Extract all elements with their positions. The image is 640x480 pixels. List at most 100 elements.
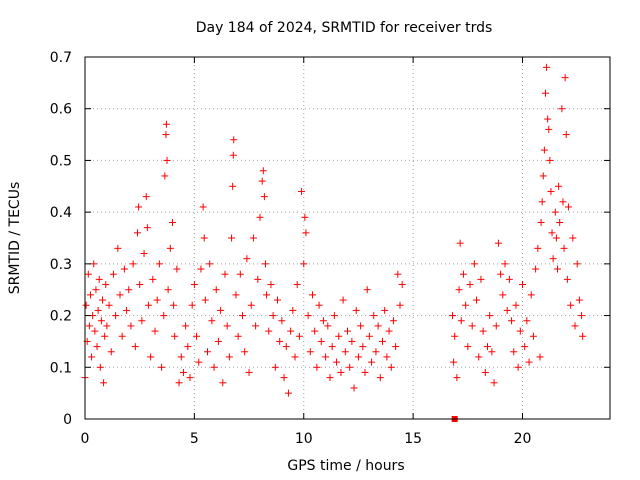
data-point-marker — [252, 322, 260, 330]
data-point-marker — [551, 208, 559, 216]
data-point-marker — [561, 74, 569, 82]
data-point-marker — [486, 312, 494, 320]
data-point-marker — [91, 327, 99, 335]
data-point-marker — [278, 317, 286, 325]
data-point-marker — [475, 353, 483, 361]
data-point-marker — [103, 322, 111, 330]
data-point-marker — [569, 234, 577, 242]
data-point-marker — [523, 317, 531, 325]
data-point-marker — [109, 270, 117, 278]
axis-ticks: 0 5 10 15 20 0 0.1 0.2 0.3 0.4 0.5 0.6 0.7 — [50, 50, 610, 447]
data-point-marker — [158, 363, 166, 371]
data-point-marker — [374, 322, 382, 330]
data-point-marker — [217, 306, 225, 314]
data-point-marker — [232, 291, 240, 299]
data-point-marker — [333, 358, 341, 366]
data-point-marker — [464, 343, 472, 351]
data-point-marker — [363, 286, 371, 294]
data-point-marker — [516, 327, 524, 335]
data-point-marker — [466, 281, 474, 289]
data-point-marker — [143, 224, 151, 232]
data-point-marker — [291, 353, 299, 361]
data-point-marker — [123, 306, 131, 314]
data-point-marker — [199, 203, 207, 211]
data-point-marker — [298, 187, 306, 195]
data-point-marker — [578, 312, 586, 320]
data-point-marker — [548, 229, 556, 237]
data-point-marker — [138, 317, 146, 325]
data-point-marker — [195, 358, 203, 366]
data-point-marker — [479, 327, 487, 335]
data-point-marker — [129, 260, 137, 268]
data-point-marker — [247, 301, 255, 309]
x-tick-label: 5 — [190, 431, 199, 447]
data-point-marker — [177, 353, 185, 361]
data-point-marker — [212, 286, 220, 294]
data-point-marker — [556, 218, 564, 226]
data-point-marker — [484, 343, 491, 351]
data-point-marker — [105, 301, 113, 309]
data-point-marker — [239, 312, 246, 320]
data-point-marker — [328, 343, 336, 351]
data-point-marker — [85, 322, 93, 330]
data-point-marker — [330, 312, 338, 320]
data-point-marker — [396, 301, 404, 309]
data-point-marker — [505, 275, 513, 283]
data-point-marker — [532, 265, 540, 273]
data-point-marker — [125, 286, 133, 294]
data-point-marker — [324, 322, 332, 330]
data-point-marker — [361, 368, 369, 376]
data-point-marker — [84, 270, 92, 278]
data-point-marker — [387, 363, 395, 371]
data-point-marker — [354, 353, 362, 361]
data-point-marker — [86, 291, 94, 299]
data-point-marker — [249, 234, 257, 242]
data-point-marker — [510, 348, 518, 356]
data-point-marker — [392, 343, 400, 351]
data-point-marker — [271, 363, 279, 371]
data-point-marker — [95, 275, 103, 283]
data-point-marker — [269, 312, 277, 320]
data-point-marker — [293, 281, 301, 289]
y-tick-label: 0.3 — [50, 257, 72, 273]
data-point-marker — [573, 260, 581, 268]
data-point-marker — [118, 332, 126, 340]
data-point-marker — [234, 332, 242, 340]
data-point-marker — [276, 337, 284, 345]
data-point-marker — [539, 172, 547, 180]
data-point-marker — [514, 363, 522, 371]
data-point-marker — [101, 332, 109, 340]
data-point-marker — [163, 156, 171, 164]
data-point-marker — [107, 348, 115, 356]
data-point-marker — [481, 368, 489, 376]
data-point-marker — [155, 260, 163, 268]
data-point-marker — [558, 105, 566, 113]
data-point-marker — [370, 312, 378, 320]
data-point-marker — [529, 332, 537, 340]
data-point-marker — [179, 368, 187, 376]
data-point-marker — [468, 322, 476, 330]
data-point-marker — [92, 286, 100, 294]
data-point-marker — [398, 281, 406, 289]
data-point-marker — [208, 317, 216, 325]
y-tick-label: 0.7 — [50, 50, 72, 66]
data-point-marker — [175, 379, 183, 387]
data-point-marker — [563, 275, 571, 283]
data-point-marker — [326, 374, 334, 382]
data-point-marker — [457, 317, 465, 325]
data-point-marker — [488, 348, 496, 356]
data-point-marker — [543, 63, 551, 71]
data-point-marker — [449, 312, 456, 320]
data-point-marker — [344, 327, 351, 335]
data-point-marker — [544, 115, 552, 123]
data-point-marker — [245, 368, 253, 376]
data-point-marker — [571, 322, 579, 330]
data-point-marker — [263, 291, 271, 299]
data-point-marker — [335, 332, 343, 340]
data-point-marker — [534, 244, 542, 252]
data-point-marker — [90, 260, 98, 268]
data-point-marker — [96, 363, 104, 371]
data-point-marker — [161, 172, 169, 180]
data-point-marker — [112, 312, 120, 320]
data-point-marker — [229, 151, 237, 159]
